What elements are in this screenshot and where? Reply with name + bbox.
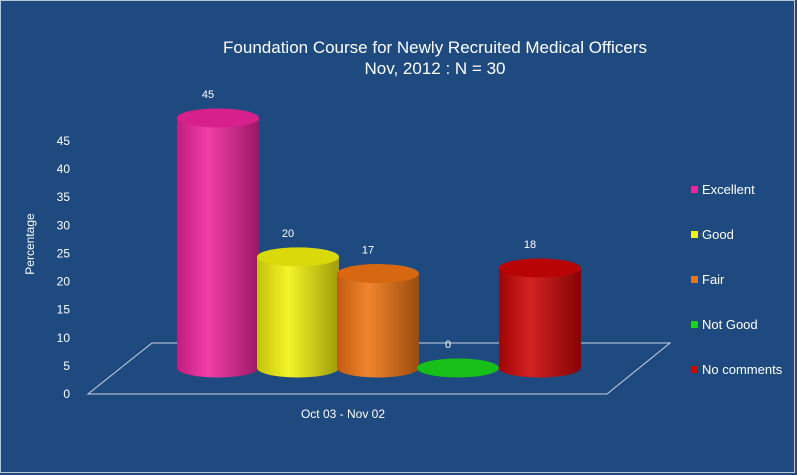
bar-body [499, 268, 581, 378]
x-category-label: Oct 03 - Nov 02 [301, 407, 385, 421]
bar-top [257, 247, 339, 267]
legend-item: Fair [702, 272, 725, 287]
legend-swatch [691, 231, 698, 238]
y-tick-label: 30 [57, 218, 71, 232]
y-axis-label: Percentage [23, 213, 37, 275]
legend: Excellent Good Fair Not Good No comments [691, 182, 783, 377]
bar-top [499, 258, 581, 278]
bar-not-good [417, 358, 499, 378]
data-label: 17 [362, 245, 374, 257]
chart-title: Foundation Course for Newly Recruited Me… [223, 38, 647, 57]
legend-swatch [691, 186, 698, 193]
y-tick-label: 20 [57, 275, 71, 289]
legend-item: Excellent [702, 182, 755, 197]
plot-floor [86, 342, 672, 395]
y-tick-label: 10 [57, 331, 71, 345]
data-label: 20 [282, 228, 294, 240]
bar-good [257, 247, 339, 378]
data-label: 45 [202, 89, 214, 101]
bar-body [337, 273, 419, 378]
bar-excellent [177, 108, 259, 378]
bar-top [177, 108, 259, 128]
legend-item: No comments [702, 362, 783, 377]
y-tick-label: 35 [57, 190, 71, 204]
data-labels: 45 20 17 0 18 [202, 89, 536, 351]
legend-swatch [691, 321, 698, 328]
legend-item: Good [702, 227, 734, 242]
bar-top [337, 264, 419, 284]
y-tick-label: 45 [57, 134, 71, 148]
chart-subtitle: Nov, 2012 : N = 30 [365, 59, 506, 78]
legend-swatch [691, 276, 698, 283]
bar-no-comments [499, 258, 581, 378]
data-label: 0 [445, 339, 451, 351]
bar-body [257, 256, 339, 378]
y-axis-ticks: 0 5 10 15 20 25 30 35 40 45 [57, 134, 71, 401]
y-tick-label: 25 [57, 246, 71, 260]
floor-plane [86, 342, 672, 395]
data-label: 18 [524, 239, 536, 251]
bar-body [177, 118, 259, 378]
bar-fair [337, 264, 419, 378]
bars [177, 108, 581, 378]
y-tick-label: 5 [63, 359, 70, 373]
bar-top [417, 358, 499, 378]
legend-item: Not Good [702, 317, 758, 332]
y-tick-label: 0 [63, 387, 70, 401]
legend-swatch [691, 366, 698, 373]
y-tick-label: 40 [57, 162, 71, 176]
y-tick-label: 15 [57, 303, 71, 317]
